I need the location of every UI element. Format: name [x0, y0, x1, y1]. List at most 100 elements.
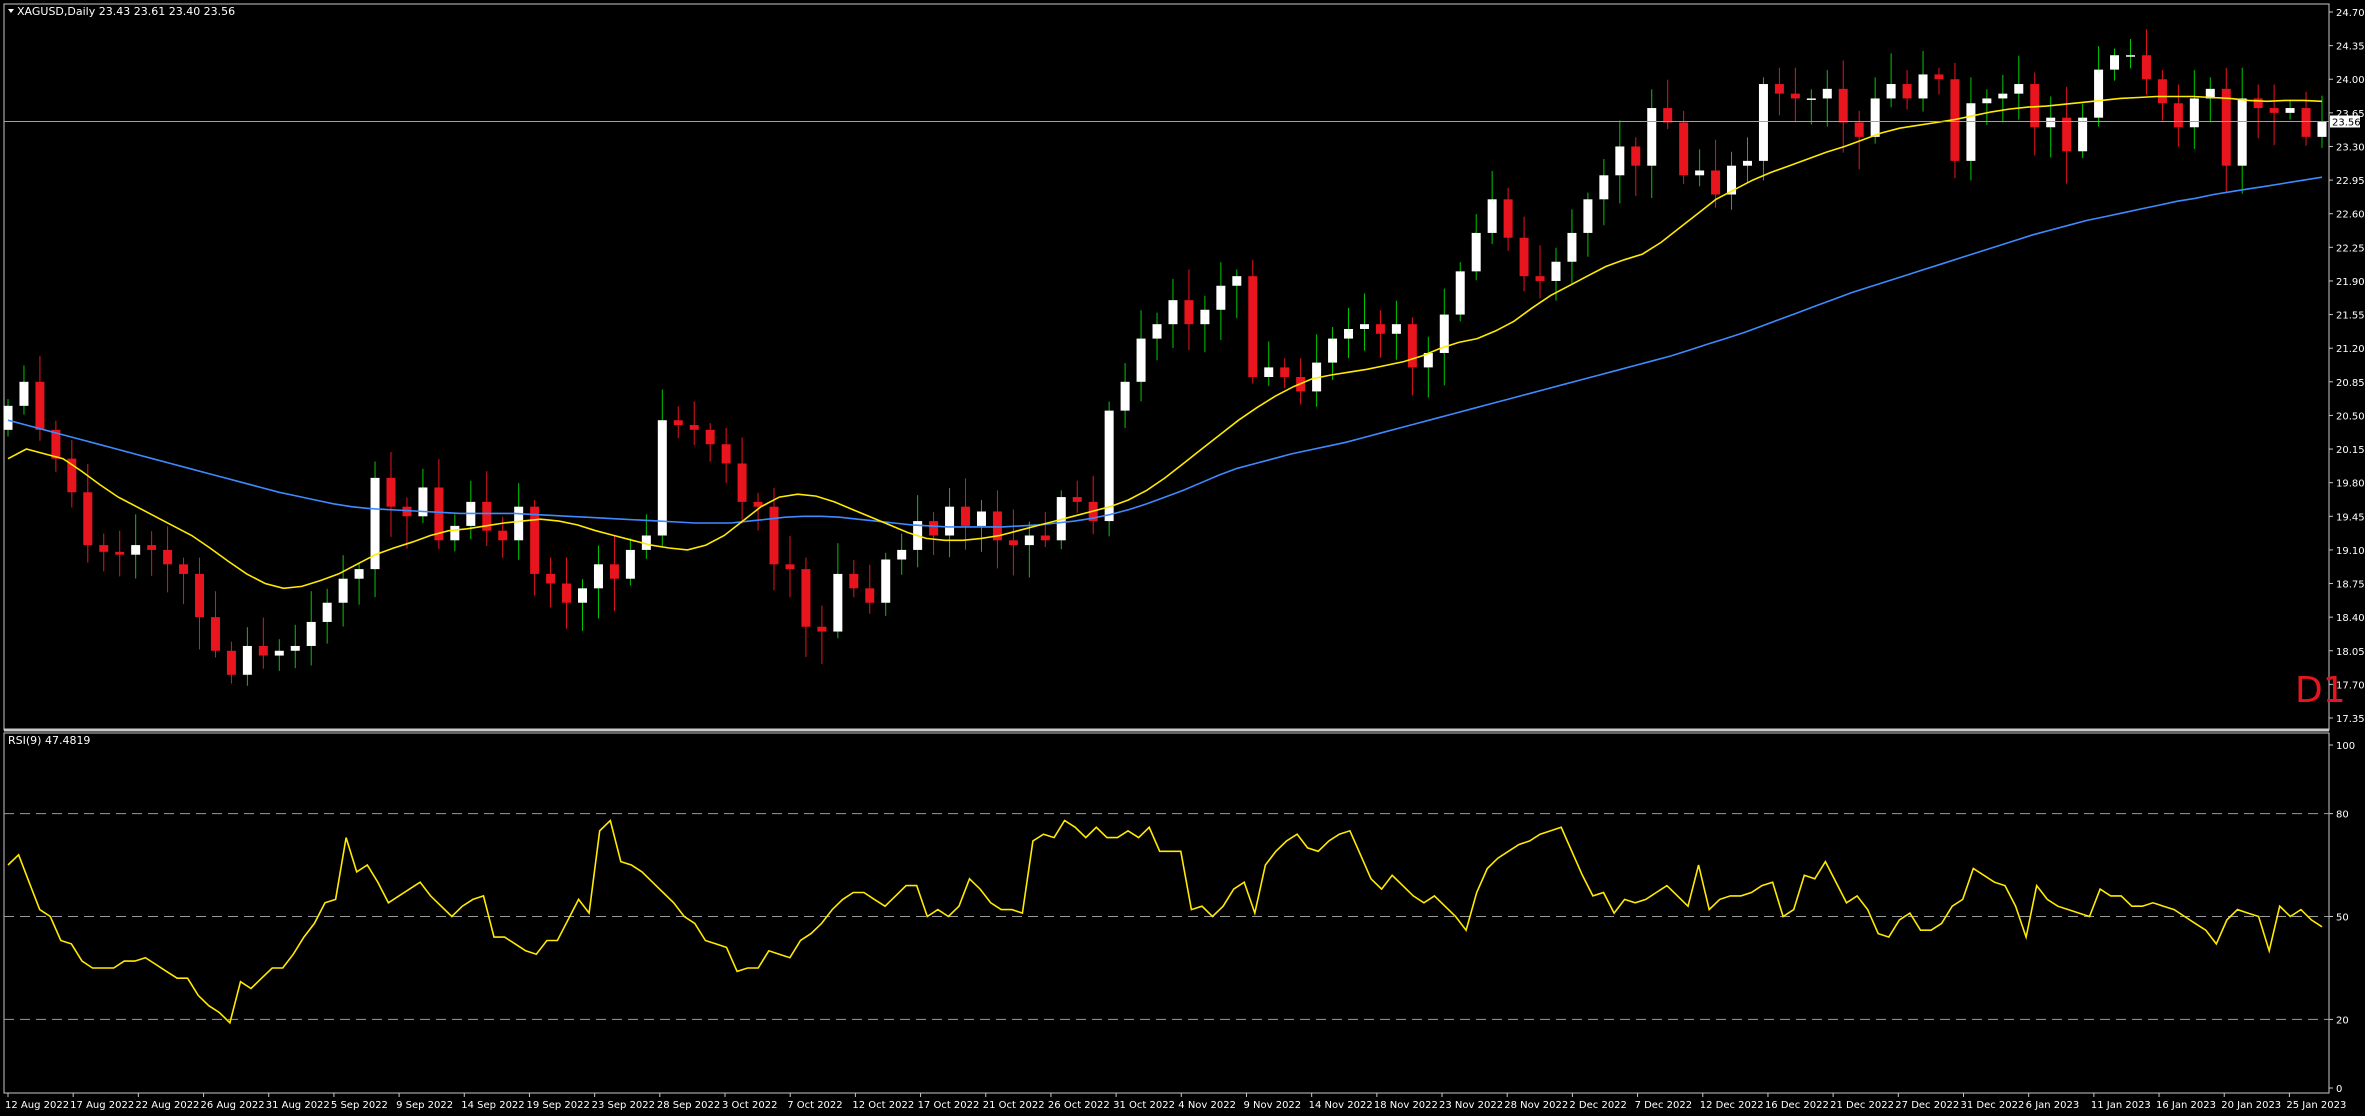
candle-body [1152, 324, 1162, 339]
candle-body [195, 573, 205, 618]
candle-body [945, 506, 955, 536]
candle-body [1072, 497, 1082, 502]
time-tick-label: 16 Jan 2023 [2156, 1100, 2216, 1111]
candle-body [865, 588, 875, 603]
candle-body [322, 602, 332, 622]
current-price-value: 23.56 [2332, 118, 2361, 129]
candle-body [929, 521, 939, 536]
candle-body [434, 487, 444, 541]
candle-body [450, 525, 460, 541]
candle-body [1312, 362, 1322, 392]
time-tick-label: 26 Aug 2022 [201, 1100, 265, 1111]
candle-body [1647, 108, 1657, 166]
price-tick-label: 17.35 [2336, 714, 2365, 725]
candle-body [2253, 98, 2263, 109]
rsi-axis: 100 80 50 20 0 [2329, 741, 2355, 1095]
price-tick-label: 17.70 [2336, 680, 2365, 691]
current-price-marker [2330, 115, 2360, 128]
rsi-levels [4, 813, 2329, 1020]
price-tick-label: 24.35 [2336, 42, 2365, 53]
candle-body [2205, 88, 2215, 99]
candle-body [530, 506, 540, 574]
candle-body [274, 650, 284, 656]
time-tick-label: 9 Sep 2022 [396, 1100, 453, 1111]
candle-body [1040, 535, 1050, 541]
candle-body [147, 545, 157, 550]
candle-body [897, 549, 907, 560]
price-tick-label: 23.30 [2336, 142, 2365, 153]
candle-body [1008, 540, 1018, 546]
candle-body [1168, 300, 1178, 325]
candle-body [1615, 146, 1625, 176]
candle-body [1200, 309, 1210, 325]
time-tick-label: 2 Dec 2022 [1569, 1100, 1627, 1111]
price-tick-label: 21.55 [2336, 311, 2365, 322]
candle-body [1120, 381, 1130, 411]
candle-body [1870, 98, 1880, 137]
candle-body [1439, 314, 1449, 353]
time-tick-label: 11 Jan 2023 [2091, 1100, 2151, 1111]
candle-body [1328, 338, 1338, 363]
candle-body [1982, 98, 1992, 104]
rsi-line-group [7, 818, 2323, 1025]
ma-slow-line [7, 176, 2323, 528]
time-tick-label: 4 Nov 2022 [1178, 1100, 1236, 1111]
candle-body [67, 458, 77, 493]
candle-body [1519, 237, 1529, 277]
rsi-tick-label: 0 [2336, 1084, 2342, 1095]
candle-body [992, 511, 1002, 541]
candle-body [1695, 170, 1705, 176]
candle-body [35, 381, 45, 430]
time-tick-label: 14 Nov 2022 [1309, 1100, 1373, 1111]
candle-body [1248, 276, 1258, 378]
moving-averages [7, 95, 2323, 590]
time-tick-label: 16 Dec 2022 [1765, 1100, 1829, 1111]
timeframe-label: D1 [2295, 670, 2346, 711]
candle-body [418, 487, 428, 517]
candle-body [498, 530, 508, 541]
time-tick-label: 17 Oct 2022 [918, 1100, 980, 1111]
price-tick-label: 18.40 [2336, 613, 2365, 624]
candle-body [657, 420, 667, 536]
candle-body [242, 645, 252, 675]
rsi-line [7, 818, 2323, 1025]
candle-body [1503, 199, 1513, 238]
time-tick-label: 22 Aug 2022 [135, 1100, 199, 1111]
rsi-tick-label: 100 [2336, 741, 2355, 752]
collapse-triangle-icon[interactable] [8, 9, 14, 13]
time-tick-label: 23 Nov 2022 [1439, 1100, 1503, 1111]
time-tick-label: 28 Nov 2022 [1504, 1100, 1568, 1111]
candle-body [386, 477, 396, 507]
candle-body [1471, 232, 1481, 272]
candle-body [1742, 160, 1752, 166]
price-tick-label: 20.15 [2336, 445, 2365, 456]
candle-body [3, 405, 13, 430]
symbol-title: XAGUSD,Daily 23.43 23.61 23.40 23.56 [17, 5, 235, 18]
candle-body [1583, 199, 1593, 233]
rsi-tick-label: 50 [2336, 913, 2349, 924]
candle-body [1375, 324, 1385, 334]
candle-body [354, 569, 364, 579]
rsi-title: RSI(9) 47.4819 [8, 734, 90, 747]
candle-body [2110, 55, 2120, 70]
price-tick-label: 19.45 [2336, 512, 2365, 523]
ma-fast-line [7, 95, 2323, 590]
candle-body [83, 492, 93, 546]
candle-body [721, 444, 731, 464]
candle-body [2094, 69, 2104, 118]
candle-body [1774, 84, 1784, 94]
candle-body [2173, 103, 2183, 128]
time-tick-label: 6 Jan 2023 [2026, 1100, 2080, 1111]
time-tick-label: 18 Nov 2022 [1374, 1100, 1438, 1111]
candle-body [2046, 117, 2056, 128]
rsi-tick-label: 80 [2336, 810, 2349, 821]
candle-body [258, 645, 268, 656]
candle-body [115, 551, 125, 555]
candle-body [2030, 84, 2040, 128]
candle-body [2157, 79, 2167, 104]
candle-body [514, 506, 524, 541]
candle-body [51, 429, 61, 459]
candle-body [625, 549, 635, 579]
